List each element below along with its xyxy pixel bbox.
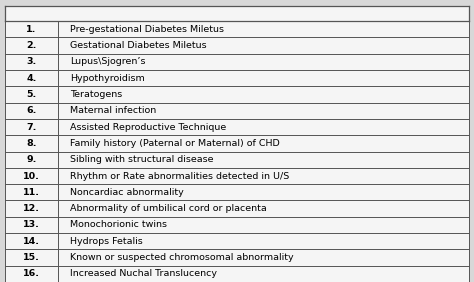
Bar — [5, 201, 469, 217]
Bar — [5, 21, 469, 38]
Text: 4.: 4. — [26, 74, 36, 83]
Text: Rhythm or Rate abnormalities detected in U/S: Rhythm or Rate abnormalities detected in… — [70, 171, 289, 180]
Text: Hydrops Fetalis: Hydrops Fetalis — [70, 237, 143, 246]
Text: 11.: 11. — [23, 188, 40, 197]
Text: Assisted Reproductive Technique: Assisted Reproductive Technique — [70, 123, 226, 132]
Text: 1.: 1. — [26, 25, 36, 34]
Text: Lupus\Sjogren’s: Lupus\Sjogren’s — [70, 58, 146, 66]
Text: Maternal infection: Maternal infection — [70, 106, 156, 115]
Text: 14.: 14. — [23, 237, 40, 246]
Bar — [5, 70, 469, 86]
Bar — [5, 6, 469, 21]
Text: 2.: 2. — [26, 41, 36, 50]
Bar — [5, 152, 469, 168]
Text: Gestational Diabetes Miletus: Gestational Diabetes Miletus — [70, 41, 207, 50]
Text: Abnormality of umbilical cord or placenta: Abnormality of umbilical cord or placent… — [70, 204, 267, 213]
Text: Noncardiac abnormality: Noncardiac abnormality — [70, 188, 184, 197]
Bar — [5, 54, 469, 70]
Text: 12.: 12. — [23, 204, 40, 213]
Bar — [5, 266, 469, 282]
Bar — [5, 38, 469, 54]
Bar — [5, 168, 469, 184]
Text: Monochorionic twins: Monochorionic twins — [70, 221, 167, 230]
Bar — [5, 249, 469, 266]
Text: 15.: 15. — [23, 253, 40, 262]
Text: 8.: 8. — [26, 139, 36, 148]
Text: Increased Nuchal Translucency: Increased Nuchal Translucency — [70, 269, 217, 278]
Text: 9.: 9. — [26, 155, 36, 164]
Bar — [5, 217, 469, 233]
Text: 7.: 7. — [26, 123, 36, 132]
Text: 10.: 10. — [23, 171, 40, 180]
Text: Teratogens: Teratogens — [70, 90, 122, 99]
Text: Sibling with structural disease: Sibling with structural disease — [70, 155, 213, 164]
Text: 5.: 5. — [27, 90, 36, 99]
Bar — [5, 135, 469, 152]
Bar — [5, 103, 469, 119]
Bar — [5, 86, 469, 103]
Text: Hypothyroidism: Hypothyroidism — [70, 74, 145, 83]
Text: 3.: 3. — [27, 58, 36, 66]
Bar — [5, 119, 469, 135]
Text: Family history (Paternal or Maternal) of CHD: Family history (Paternal or Maternal) of… — [70, 139, 280, 148]
Text: 6.: 6. — [26, 106, 36, 115]
Bar — [5, 233, 469, 249]
Text: 13.: 13. — [23, 221, 40, 230]
Text: Known or suspected chromosomal abnormality: Known or suspected chromosomal abnormali… — [70, 253, 293, 262]
Text: 16.: 16. — [23, 269, 40, 278]
Bar — [5, 184, 469, 201]
Text: Pre-gestational Diabetes Miletus: Pre-gestational Diabetes Miletus — [70, 25, 224, 34]
